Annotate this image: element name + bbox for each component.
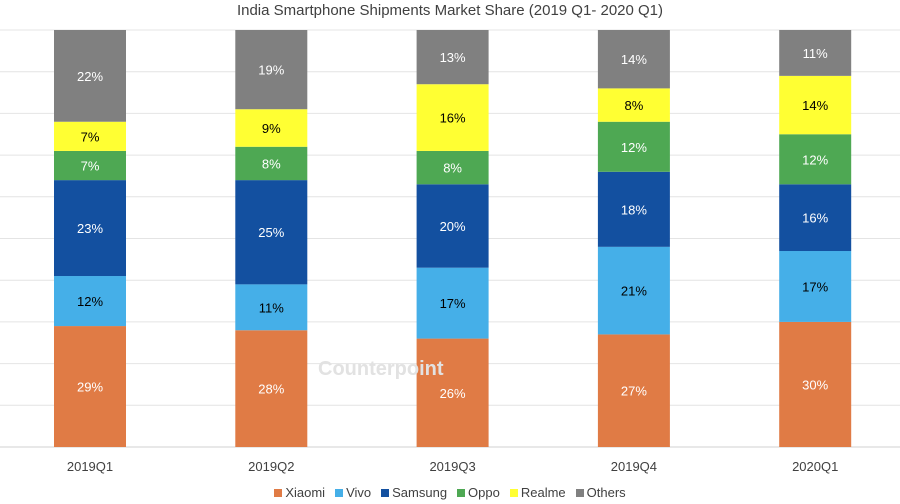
bar-realme — [416, 84, 489, 151]
bar-others — [54, 30, 126, 122]
bar-samsung — [779, 184, 852, 252]
watermark-logo: Counterpoint — [318, 358, 444, 380]
x-tick-label: 2019Q4 — [611, 459, 657, 474]
bar-realme — [235, 109, 308, 147]
data-label: 30% — [802, 377, 828, 392]
data-label: 21% — [621, 284, 647, 299]
bar-vivo — [597, 246, 670, 335]
chart-title: India Smartphone Shipments Market Share … — [236, 2, 664, 19]
data-label: 16% — [802, 211, 828, 226]
data-label: 12% — [77, 294, 103, 309]
data-label: 12% — [802, 152, 828, 167]
bar-vivo — [779, 251, 852, 322]
data-label: 8% — [625, 98, 644, 113]
legend-label: Realme — [520, 485, 566, 500]
data-label: 14% — [621, 52, 647, 67]
data-label: 23% — [77, 221, 103, 236]
bar-xiaomi — [779, 321, 852, 447]
bar-vivo — [54, 276, 126, 327]
data-label: 28% — [258, 382, 284, 397]
legend-label: Oppo — [468, 485, 500, 500]
bar-xiaomi — [597, 334, 670, 447]
bar-vivo — [416, 267, 489, 339]
data-label: 11% — [259, 300, 284, 315]
legend-label: Vivo — [346, 485, 372, 500]
bar-realme — [54, 121, 126, 151]
data-label: 17% — [440, 296, 466, 311]
data-label: 13% — [440, 50, 466, 65]
bar-samsung — [597, 171, 670, 247]
x-tick-label: 2019Q3 — [429, 459, 475, 474]
data-label: 12% — [621, 140, 647, 155]
legend: Xiaomi Vivo Samsung Oppo Realme Others — [0, 485, 900, 500]
legend-swatch — [575, 488, 584, 497]
data-label: 8% — [262, 156, 281, 171]
bar-samsung — [54, 180, 126, 277]
bar-samsung — [416, 184, 489, 268]
bar-others — [235, 30, 308, 110]
data-label: 29% — [77, 380, 103, 395]
bar-xiaomi — [416, 338, 489, 447]
data-label: 9% — [262, 121, 281, 136]
bar-oppo — [416, 150, 489, 185]
legend-swatch — [274, 488, 283, 497]
legend-swatch — [457, 488, 466, 497]
legend-label: Samsung — [392, 485, 448, 500]
legend-item: Oppo — [457, 485, 500, 500]
bar-realme — [779, 75, 852, 135]
x-tick-label: 2020Q1 — [792, 459, 838, 474]
data-label: 26% — [440, 386, 466, 401]
legend-label: Others — [586, 485, 626, 500]
data-label: 18% — [621, 202, 647, 217]
bar-oppo — [779, 134, 852, 185]
bar-vivo — [235, 284, 308, 331]
data-label: 8% — [443, 161, 462, 176]
legend-swatch — [335, 488, 344, 497]
bar-others — [597, 30, 670, 89]
bar-oppo — [235, 146, 308, 181]
legend-swatch — [509, 488, 518, 497]
data-label: 19% — [258, 63, 284, 78]
bar-oppo — [597, 121, 670, 172]
legend-item: Vivo — [335, 485, 371, 500]
bar-realme — [597, 88, 670, 122]
data-label: 22% — [77, 69, 103, 84]
bar-others — [416, 30, 489, 85]
data-label: 27% — [621, 384, 647, 399]
legend-swatch — [381, 488, 390, 497]
data-label: 7% — [81, 159, 100, 174]
bar-others — [779, 30, 852, 76]
bar-xiaomi — [54, 326, 126, 447]
legend-item: Samsung — [381, 485, 447, 500]
legend-item: Xiaomi — [274, 485, 325, 500]
x-tick-label: 2019Q1 — [67, 459, 113, 474]
data-label: 7% — [81, 129, 100, 144]
bar-samsung — [235, 180, 308, 285]
legend-label: Xiaomi — [285, 485, 326, 500]
data-label: 16% — [440, 111, 466, 126]
x-tick-label: 2019Q2 — [248, 459, 294, 474]
data-label: 14% — [802, 98, 828, 113]
bar-xiaomi — [235, 330, 308, 447]
legend-item: Others — [575, 485, 626, 500]
legend-item: Realme — [509, 485, 566, 500]
data-label: 11% — [803, 46, 828, 61]
data-label: 17% — [802, 279, 828, 294]
data-label: 20% — [440, 219, 466, 234]
data-label: 25% — [258, 225, 284, 240]
bar-oppo — [54, 150, 126, 181]
